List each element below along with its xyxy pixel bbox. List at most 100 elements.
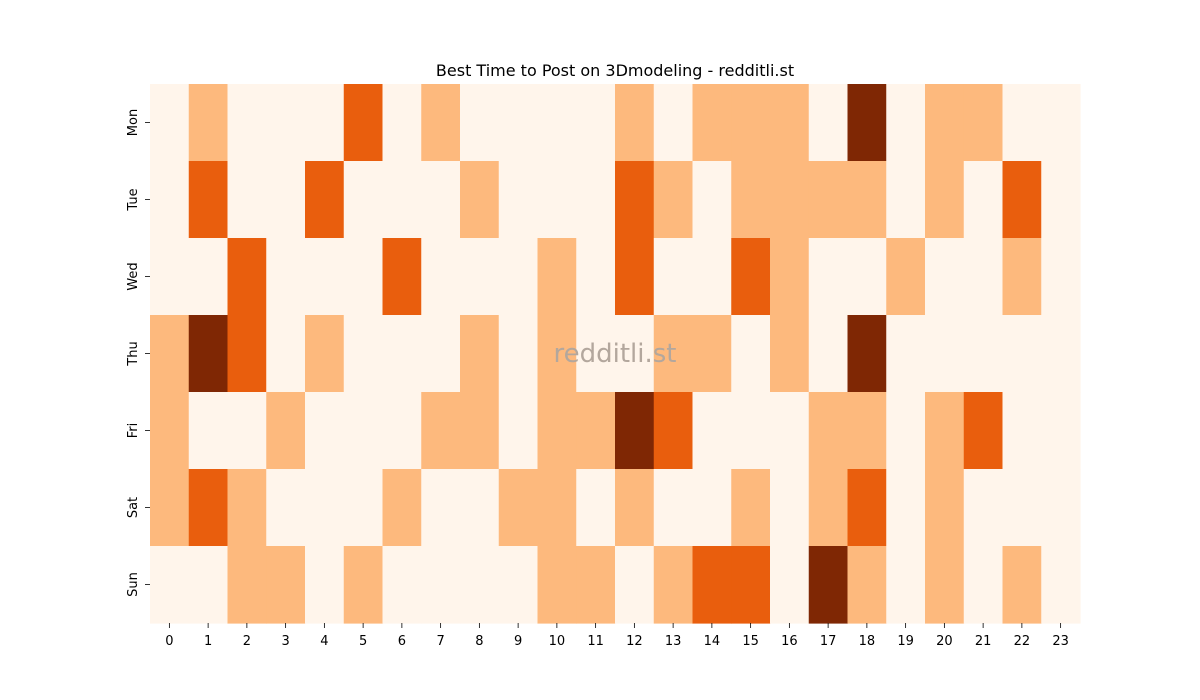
- heatmap-cell-tue-19: [886, 161, 926, 239]
- heatmap-cell-wed-17: [808, 238, 849, 316]
- heatmap-cell-tue-11: [576, 161, 616, 239]
- x-tick-label: 4: [320, 634, 328, 649]
- heatmap-cell-mon-1: [188, 84, 229, 162]
- y-tick-label: Tue: [126, 188, 141, 211]
- heatmap-cell-thu-5: [343, 315, 384, 393]
- heatmap-cell-mon-18: [847, 84, 887, 162]
- heatmap-cell-thu-17: [808, 315, 849, 393]
- heatmap-cell-wed-2: [227, 238, 267, 316]
- heatmap-cell-sun-15: [731, 546, 771, 624]
- y-tick-label: Mon: [126, 109, 141, 136]
- heatmap-cell-wed-22: [1002, 238, 1042, 316]
- heatmap-cell-thu-18: [847, 315, 887, 393]
- heatmap-cell-sun-18: [847, 546, 887, 624]
- x-tick-label: 6: [398, 634, 406, 649]
- heatmap-cell-mon-23: [1041, 84, 1081, 162]
- heatmap-cell-sat-8: [460, 469, 500, 547]
- heatmap-cell-sat-18: [847, 469, 887, 547]
- heatmap-cell-tue-2: [227, 161, 267, 239]
- heatmap-cell-tue-4: [305, 161, 345, 239]
- heatmap-cell-wed-16: [770, 238, 810, 316]
- heatmap-cell-sun-9: [498, 546, 539, 624]
- x-tick-label: 19: [897, 634, 914, 649]
- heatmap-cell-sat-4: [305, 469, 345, 547]
- heatmap-cell-sun-12: [615, 546, 655, 624]
- heatmap-cell-sat-14: [692, 469, 732, 547]
- heatmap-cell-tue-15: [731, 161, 771, 239]
- y-tick-label: Sat: [126, 497, 141, 518]
- heatmap-cell-fri-16: [770, 392, 810, 470]
- heatmap-cell-mon-8: [460, 84, 500, 162]
- heatmap-cell-mon-16: [770, 84, 810, 162]
- heatmap-cell-thu-15: [731, 315, 771, 393]
- heatmap-cell-thu-2: [227, 315, 267, 393]
- heatmap-cell-sun-0: [150, 546, 190, 624]
- heatmap-cell-tue-0: [150, 161, 190, 239]
- heatmap-cell-mon-12: [615, 84, 655, 162]
- y-tick-label: Wed: [126, 262, 141, 290]
- heatmap-cell-tue-21: [963, 161, 1004, 239]
- heatmap-cell-fri-15: [731, 392, 771, 470]
- x-tick-label: 15: [742, 634, 759, 649]
- heatmap-cell-mon-3: [266, 84, 306, 162]
- heatmap-cell-thu-16: [770, 315, 810, 393]
- heatmap-cell-fri-18: [847, 392, 887, 470]
- heatmap-cell-tue-12: [615, 161, 655, 239]
- heatmap-cell-tue-7: [421, 161, 461, 239]
- heatmap-cell-fri-23: [1041, 392, 1081, 470]
- heatmap-cell-thu-23: [1041, 315, 1081, 393]
- heatmap-cell-fri-3: [266, 392, 306, 470]
- heatmap-cell-thu-1: [188, 315, 229, 393]
- heatmap-cell-fri-14: [692, 392, 732, 470]
- heatmap-cell-fri-21: [963, 392, 1004, 470]
- x-tick-label: 10: [549, 634, 566, 649]
- heatmap-cell-sun-14: [692, 546, 732, 624]
- x-tick-label: 17: [820, 634, 837, 649]
- heatmap-cell-mon-15: [731, 84, 771, 162]
- heatmap-cell-wed-5: [343, 238, 384, 316]
- heatmap-cell-fri-5: [343, 392, 384, 470]
- heatmap-cell-sat-5: [343, 469, 384, 547]
- heatmap-cell-tue-3: [266, 161, 306, 239]
- heatmap-cell-sat-21: [963, 469, 1004, 547]
- x-tick-label: 23: [1052, 634, 1069, 649]
- heatmap-cell-wed-8: [460, 238, 500, 316]
- heatmap-cell-sat-0: [150, 469, 190, 547]
- heatmap-cell-thu-3: [266, 315, 306, 393]
- heatmap-cell-fri-22: [1002, 392, 1042, 470]
- x-tick-label: 20: [936, 634, 953, 649]
- heatmap-cell-thu-22: [1002, 315, 1042, 393]
- heatmap-cell-mon-17: [808, 84, 849, 162]
- heatmap-cell-sun-11: [576, 546, 616, 624]
- heatmap-cell-thu-12: [615, 315, 655, 393]
- heatmap-cell-thu-21: [963, 315, 1004, 393]
- watermark: redditli.st: [554, 339, 677, 369]
- heatmap-cell-thu-7: [421, 315, 461, 393]
- heatmap-cell-wed-3: [266, 238, 306, 316]
- heatmap-cell-mon-13: [653, 84, 694, 162]
- heatmap-cell-sun-8: [460, 546, 500, 624]
- chart-title: Best Time to Post on 3Dmodeling - reddit…: [436, 61, 794, 80]
- heatmap-cell-mon-11: [576, 84, 616, 162]
- heatmap-cell-fri-17: [808, 392, 849, 470]
- heatmap-cell-sat-12: [615, 469, 655, 547]
- heatmap-cell-wed-1: [188, 238, 229, 316]
- heatmap-cell-tue-20: [925, 161, 965, 239]
- heatmap-cell-thu-6: [382, 315, 422, 393]
- x-tick-label: 22: [1014, 634, 1031, 649]
- heatmap-cell-fri-2: [227, 392, 267, 470]
- heatmap-cell-tue-1: [188, 161, 229, 239]
- heatmap-cell-sun-10: [537, 546, 577, 624]
- heatmap-cell-wed-7: [421, 238, 461, 316]
- x-tick-label: 18: [859, 634, 876, 649]
- heatmap-cell-fri-12: [615, 392, 655, 470]
- heatmap-cell-thu-9: [498, 315, 539, 393]
- heatmap-cell-sat-16: [770, 469, 810, 547]
- heatmap-cell-thu-19: [886, 315, 926, 393]
- heatmap-cell-tue-17: [808, 161, 849, 239]
- heatmap-cell-wed-21: [963, 238, 1004, 316]
- heatmap-cell-fri-1: [188, 392, 229, 470]
- heatmap-cell-sat-1: [188, 469, 229, 547]
- heatmap-cell-tue-10: [537, 161, 577, 239]
